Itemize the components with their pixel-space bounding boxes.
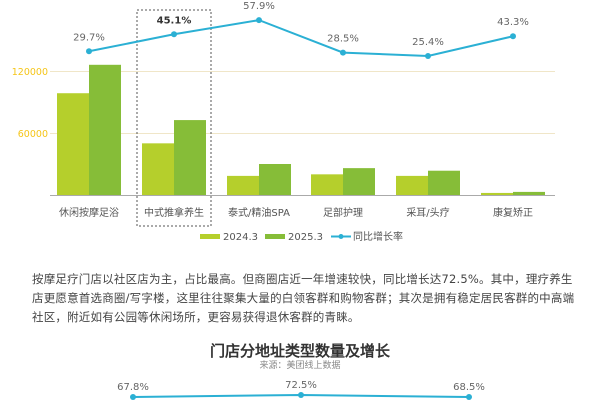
growth-label: 57.9% xyxy=(243,1,275,12)
legend-swatch-2024 xyxy=(200,234,220,239)
bar-2024 xyxy=(227,175,259,195)
growth-label-2: 67.8% xyxy=(117,382,149,393)
highlight-box xyxy=(136,9,212,227)
bar-line-chart: 60000 120000 休闲按摩足浴 中式推拿养生 泰式/精油SPA 足部护理 采耳/头… xyxy=(12,1,555,243)
bar-2025 xyxy=(343,168,375,195)
growth-line: 29.7% 45.1% 57.9% 28.5% 25.4% 43.3% xyxy=(73,1,529,60)
y-tick-label: 60000 xyxy=(18,129,48,140)
growth-label: 43.3% xyxy=(497,17,529,28)
legend-label: 2025.3 xyxy=(288,232,323,243)
growth-point xyxy=(256,17,262,24)
legend-marker xyxy=(338,234,344,239)
growth-point-2 xyxy=(130,394,136,400)
growth-label-2: 68.5% xyxy=(453,382,485,393)
bar-2024 xyxy=(142,143,174,195)
growth-point xyxy=(425,53,431,60)
growth-point xyxy=(86,48,92,55)
gridlines xyxy=(50,71,555,134)
x-tick-label: 中式推拿养生 xyxy=(144,206,204,219)
bars xyxy=(57,64,545,195)
x-tick-label: 休闲按摩足浴 xyxy=(59,206,119,219)
x-tick-label: 康复矫正 xyxy=(493,206,533,219)
bar-2024 xyxy=(481,192,513,195)
bar-2025 xyxy=(513,191,545,195)
y-tick-label: 120000 xyxy=(12,67,48,78)
x-tick-label: 泰式/精油SPA xyxy=(228,206,290,219)
legend: 2024.3 2025.3 同比增长率 xyxy=(200,230,403,243)
bar-2025 xyxy=(259,164,291,195)
legend-label: 同比增长率 xyxy=(353,230,403,243)
legend-label: 2024.3 xyxy=(223,232,258,243)
bar-2024 xyxy=(57,93,89,195)
growth-label: 45.1% xyxy=(157,15,192,26)
second-chart-title: 门店分地址类型数量及增长 xyxy=(209,342,390,360)
bar-2025 xyxy=(89,64,121,195)
growth-line-2: 67.8% 72.5% 68.5% xyxy=(117,380,485,400)
x-axis-labels: 休闲按摩足浴 中式推拿养生 泰式/精油SPA 足部护理 采耳/头疗 康复矫正 xyxy=(59,206,533,219)
x-tick-label: 足部护理 xyxy=(323,206,363,219)
legend-swatch-2025 xyxy=(265,234,285,239)
growth-point-2 xyxy=(298,392,304,398)
growth-label: 25.4% xyxy=(412,37,444,48)
growth-point xyxy=(340,49,346,56)
y-axis: 60000 120000 xyxy=(12,67,48,140)
bar-2024 xyxy=(396,175,428,195)
growth-polyline xyxy=(88,19,514,58)
growth-point xyxy=(510,33,516,40)
bar-2025 xyxy=(428,170,460,195)
growth-label-2: 72.5% xyxy=(285,380,317,391)
growth-label: 29.7% xyxy=(73,32,105,43)
x-tick-label: 采耳/头疗 xyxy=(406,206,449,219)
second-chart-source: 来源：美团线上数据 xyxy=(259,361,341,371)
growth-label: 28.5% xyxy=(327,34,359,45)
bar-2024 xyxy=(311,174,343,195)
growth-point xyxy=(171,31,177,38)
bar-2025 xyxy=(174,120,206,195)
growth-point-2 xyxy=(466,394,472,400)
description-paragraph: 按摩足疗门店以社区店为主，占比最高。但商圈店近一年增速较快，同比增长达72.5%… xyxy=(32,272,575,324)
address-type-growth-chart: 67.8% 72.5% 68.5% xyxy=(117,380,485,400)
